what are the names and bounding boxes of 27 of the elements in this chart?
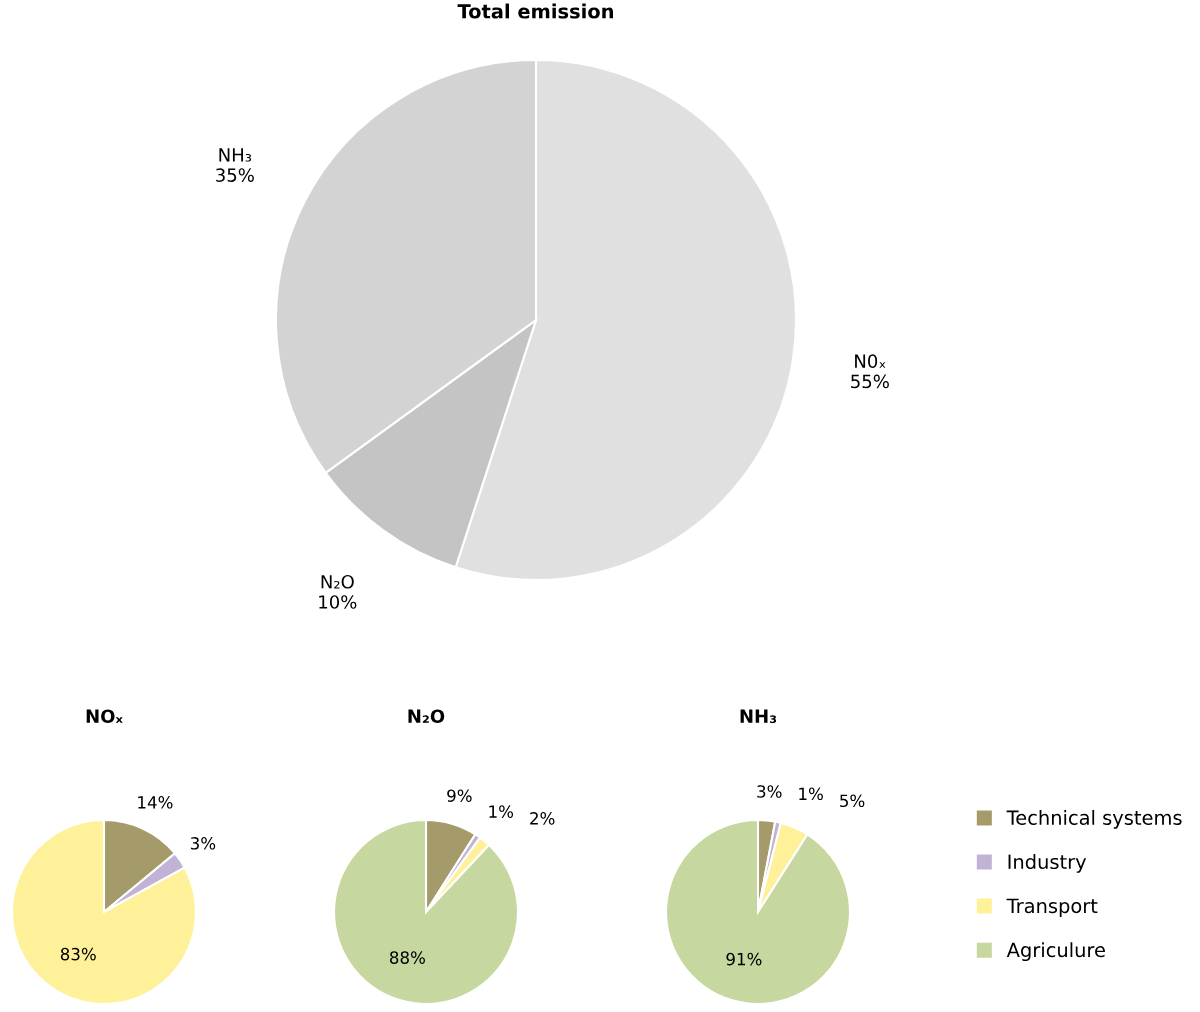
- data-label: 88%: [389, 951, 425, 964]
- chart-title: Total emission: [457, 3, 613, 19]
- data-label: 55%: [851, 374, 889, 389]
- data-label: 10%: [319, 595, 357, 609]
- legend-label: Technical systems: [1006, 809, 1182, 829]
- data-label: 14%: [138, 796, 173, 809]
- slice-label: N₂O: [321, 574, 354, 589]
- slice-label: NH₃: [219, 148, 252, 162]
- chart-title: NH₃: [740, 709, 777, 723]
- legend-label: Agriculure: [1006, 942, 1105, 962]
- chart-title: N₂O: [408, 709, 445, 724]
- slice-label: N0ₓ: [855, 354, 886, 368]
- legend-label: Transport: [1006, 898, 1098, 917]
- data-label: 91%: [726, 952, 762, 966]
- pie-slice: [664, 818, 852, 1006]
- data-label: 83%: [60, 947, 96, 961]
- data-label: 35%: [216, 168, 254, 182]
- data-label: 2%: [530, 812, 555, 825]
- data-label: 5%: [840, 794, 865, 808]
- pie-slice: [332, 818, 520, 1006]
- data-label: 3%: [190, 837, 216, 850]
- data-label: 3%: [757, 785, 782, 798]
- data-label: 9%: [447, 789, 472, 802]
- data-label: 1%: [489, 805, 514, 818]
- chart-title: NOₓ: [86, 709, 123, 724]
- legend-label: Industry: [1008, 854, 1087, 873]
- data-label: 1%: [799, 787, 823, 801]
